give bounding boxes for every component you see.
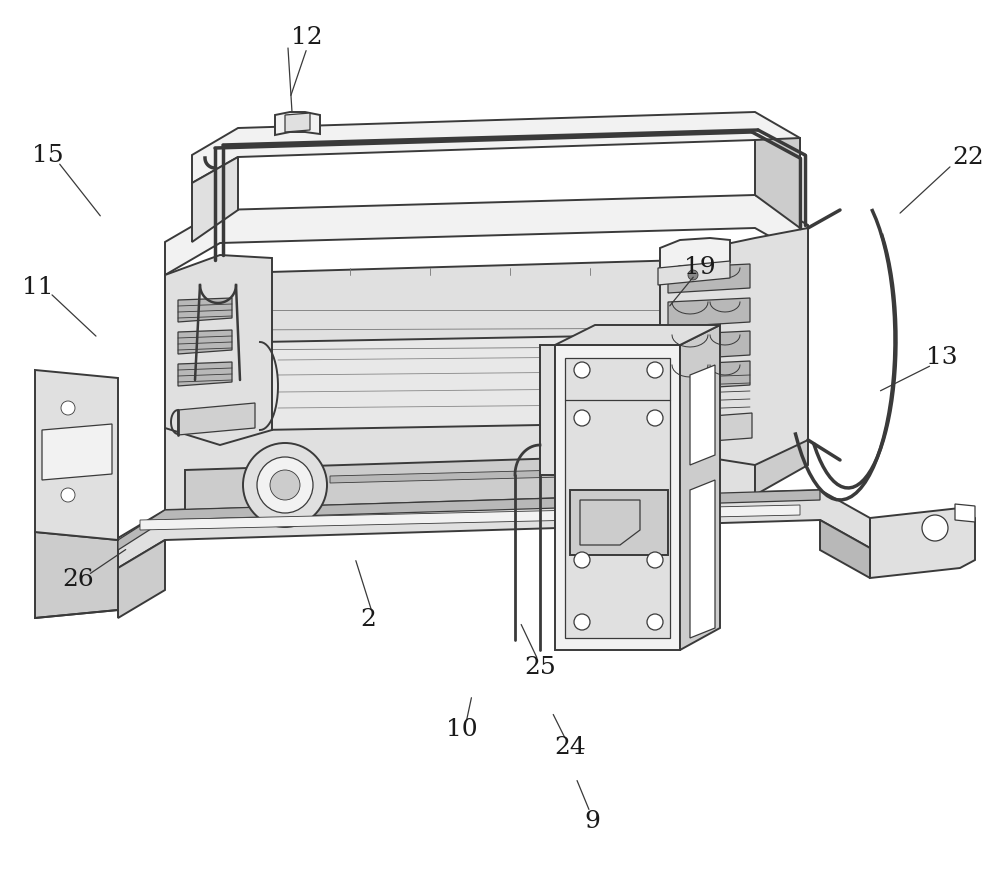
Circle shape [647,552,663,568]
Polygon shape [580,500,640,545]
Polygon shape [40,482,118,572]
Polygon shape [165,255,272,445]
Text: 9: 9 [584,811,600,833]
Polygon shape [178,403,255,435]
Polygon shape [690,480,715,638]
Polygon shape [555,345,680,650]
Text: 19: 19 [684,256,716,279]
Polygon shape [330,468,640,483]
Polygon shape [540,345,555,475]
Text: 13: 13 [926,346,958,369]
Circle shape [61,401,75,415]
Polygon shape [755,138,800,228]
Text: 25: 25 [524,656,556,679]
Text: 24: 24 [554,737,586,759]
Circle shape [61,488,75,502]
Polygon shape [658,413,752,445]
Polygon shape [35,370,118,540]
Polygon shape [755,228,808,495]
Circle shape [56,506,80,530]
Polygon shape [660,228,808,465]
Circle shape [574,552,590,568]
Circle shape [574,362,590,378]
Circle shape [574,614,590,630]
Circle shape [243,443,327,527]
Polygon shape [118,490,870,568]
Polygon shape [118,540,165,618]
Polygon shape [710,324,735,422]
Polygon shape [260,334,710,430]
Polygon shape [820,520,870,578]
Polygon shape [178,362,232,386]
Polygon shape [178,330,232,354]
Polygon shape [35,532,118,618]
Polygon shape [285,113,310,132]
Circle shape [922,515,948,541]
Polygon shape [50,496,115,518]
Polygon shape [570,490,668,555]
Circle shape [647,614,663,630]
Polygon shape [955,504,975,522]
Polygon shape [165,195,808,275]
Polygon shape [660,238,730,274]
Text: 11: 11 [22,277,54,300]
Circle shape [270,470,300,500]
Polygon shape [668,298,750,327]
Text: 15: 15 [32,144,64,167]
Text: 2: 2 [360,609,376,632]
Circle shape [647,410,663,426]
Polygon shape [690,365,715,465]
Circle shape [688,270,698,280]
Polygon shape [680,325,720,650]
Polygon shape [668,264,750,293]
Polygon shape [192,157,238,242]
Polygon shape [668,331,750,360]
Text: 10: 10 [446,719,478,742]
Polygon shape [658,261,730,285]
Polygon shape [668,361,750,390]
Polygon shape [178,298,232,322]
Circle shape [574,410,590,426]
Circle shape [647,362,663,378]
Text: 22: 22 [952,146,984,169]
Polygon shape [565,358,670,638]
Polygon shape [118,490,820,550]
Polygon shape [870,508,975,578]
Polygon shape [185,455,660,510]
Text: 12: 12 [291,26,323,49]
Polygon shape [275,112,320,135]
Polygon shape [42,424,112,480]
Polygon shape [165,258,755,510]
Text: 26: 26 [62,568,94,591]
Polygon shape [555,325,720,345]
Polygon shape [140,505,800,530]
Polygon shape [192,112,800,183]
Circle shape [257,457,313,513]
